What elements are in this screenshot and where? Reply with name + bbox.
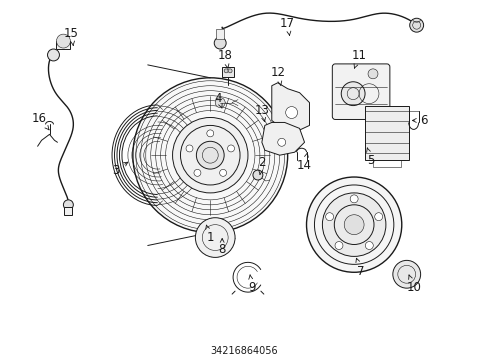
Text: 10: 10 <box>406 275 420 294</box>
Circle shape <box>306 177 401 272</box>
Circle shape <box>365 242 372 249</box>
Circle shape <box>172 117 247 193</box>
Text: 34216864056: 34216864056 <box>210 346 277 356</box>
Circle shape <box>334 242 342 249</box>
Polygon shape <box>271 83 309 132</box>
Circle shape <box>252 170 263 180</box>
Circle shape <box>322 193 385 256</box>
Circle shape <box>344 215 364 235</box>
Circle shape <box>195 218 235 257</box>
Circle shape <box>47 49 60 61</box>
Text: 5: 5 <box>366 148 374 167</box>
Text: 18: 18 <box>217 49 232 68</box>
Text: 2: 2 <box>258 156 265 174</box>
Text: 1: 1 <box>205 225 214 244</box>
Text: 15: 15 <box>64 27 79 45</box>
Bar <box>56 41 70 49</box>
Circle shape <box>63 200 73 210</box>
Circle shape <box>374 213 382 221</box>
Circle shape <box>194 170 201 176</box>
Circle shape <box>392 260 420 288</box>
Circle shape <box>349 195 357 203</box>
Text: 6: 6 <box>411 114 427 127</box>
Bar <box>64 207 72 215</box>
Circle shape <box>196 141 224 169</box>
Circle shape <box>409 18 423 32</box>
Polygon shape <box>262 122 304 155</box>
Circle shape <box>325 213 333 221</box>
Text: 14: 14 <box>296 153 311 172</box>
Circle shape <box>224 69 228 73</box>
Text: 11: 11 <box>351 49 366 68</box>
Circle shape <box>56 34 70 48</box>
Circle shape <box>219 170 226 176</box>
Text: 8: 8 <box>218 238 225 256</box>
Circle shape <box>133 78 287 233</box>
Circle shape <box>206 130 213 137</box>
Text: 4: 4 <box>214 92 222 108</box>
Circle shape <box>341 82 365 105</box>
Circle shape <box>277 138 285 146</box>
Text: 16: 16 <box>32 112 49 130</box>
Circle shape <box>367 69 377 79</box>
Text: 9: 9 <box>248 275 255 294</box>
Circle shape <box>285 107 297 118</box>
Circle shape <box>214 37 225 49</box>
Text: 12: 12 <box>270 66 285 85</box>
Circle shape <box>185 145 193 152</box>
Text: 17: 17 <box>280 17 295 35</box>
Text: 7: 7 <box>355 258 364 278</box>
Circle shape <box>228 69 232 73</box>
FancyBboxPatch shape <box>332 64 389 120</box>
Bar <box>222 67 234 77</box>
Circle shape <box>215 98 224 108</box>
Text: 13: 13 <box>254 104 269 122</box>
Bar <box>216 29 224 39</box>
Bar <box>365 105 408 160</box>
Circle shape <box>227 145 234 152</box>
Text: 3: 3 <box>112 162 127 176</box>
